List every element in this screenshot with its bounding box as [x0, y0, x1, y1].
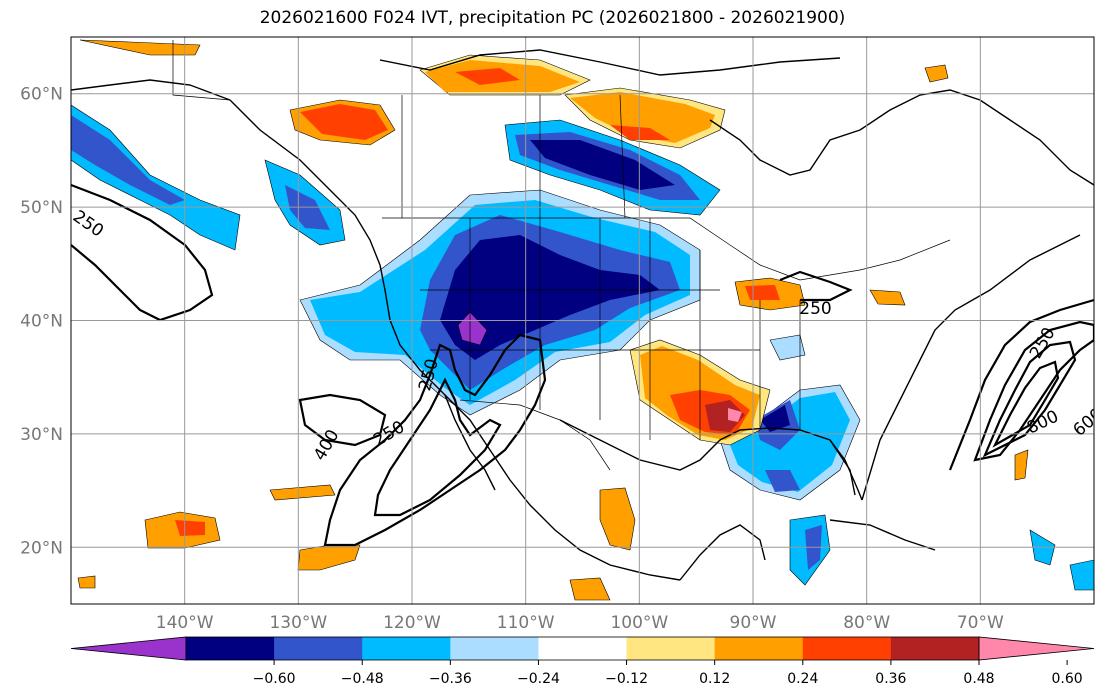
yucatan	[679, 524, 766, 581]
fill-southeast-dark	[760, 405, 790, 432]
fill-pacific-south-red	[175, 520, 205, 536]
fill-gulf-mid	[765, 470, 800, 492]
colorbar-segment	[450, 637, 539, 660]
alaska-south	[71, 79, 231, 101]
colorbar-segment	[538, 637, 628, 660]
fill-mexico-south	[569, 577, 611, 601]
ivt-250-pacific	[71, 183, 214, 322]
hudson-bay	[709, 119, 861, 176]
fill-southeast-cyan	[730, 392, 850, 492]
precip-negative-fills	[71, 104, 1094, 591]
colorbar-tick-label: −0.60	[253, 671, 296, 687]
colorbar-tick-label: −0.12	[605, 671, 648, 687]
lon-label: 110°W	[497, 613, 555, 633]
fill-great-lakes	[769, 334, 806, 361]
east-coast	[861, 234, 1081, 501]
ivt-contours	[71, 183, 1094, 547]
west-coast	[229, 99, 681, 581]
fill-texas-gulf-pink	[728, 408, 742, 422]
fill-east-corner	[1069, 559, 1094, 591]
fill-mid-pacific	[269, 484, 336, 501]
fill-hudson-orange	[570, 92, 715, 143]
colorbar-segment	[890, 637, 980, 660]
fill-pacific-nw-inner	[71, 115, 185, 205]
colorbar	[70, 636, 1095, 661]
fill-texas-gulf-dark	[705, 400, 745, 432]
us-mexico-border	[459, 399, 611, 471]
baja-coast	[444, 394, 496, 491]
latitude-labels: 60°N 50°N 40°N 30°N 20°N	[20, 85, 63, 559]
fill-canada-north-red	[455, 68, 520, 85]
us-canada-border	[382, 217, 951, 281]
fill-canada-band-dark	[530, 140, 675, 190]
colorbar-tick-label: 0.48	[963, 671, 994, 687]
fill-west-dark	[440, 235, 660, 360]
cuba	[829, 519, 936, 551]
florida	[829, 439, 863, 501]
colorbar-segment	[626, 637, 716, 660]
gridlines	[71, 37, 1094, 604]
fill-labrador	[924, 64, 949, 83]
lon-label: 80°W	[843, 613, 890, 633]
colorbar-tick-label: 0.12	[699, 671, 730, 687]
colorbar-tick-label: −0.24	[517, 671, 560, 687]
colorbar-frame	[185, 636, 980, 661]
map-title: 2026021600 F024 IVT, precipitation PC (2…	[259, 8, 846, 28]
fill-pacific-nw	[71, 104, 241, 251]
ivt-400-atlantic	[973, 320, 1094, 462]
alaska-border	[172, 40, 231, 101]
lat-label: 60°N	[20, 85, 63, 105]
lon-label: 120°W	[383, 613, 441, 633]
fill-hudson-red	[610, 125, 670, 140]
colorbar-segment	[362, 637, 451, 660]
fill-mexico	[599, 487, 636, 551]
lon-label: 130°W	[269, 613, 327, 633]
fill-hawaii-w	[77, 575, 96, 589]
ivt-250-greatlakes	[779, 270, 853, 302]
lon-label: 90°W	[730, 613, 777, 633]
lat-label: 20°N	[20, 538, 63, 558]
colorbar-tick-label: 0.24	[787, 671, 818, 687]
colorbar-segment	[714, 637, 804, 660]
colorbar-ticks: −0.60 −0.48 −0.36 −0.24 −0.12 0.12 0.24 0.36 0.4…	[253, 660, 1083, 687]
lon-label: 100°W	[610, 613, 668, 633]
ivt-contour-label: 250	[799, 299, 831, 319]
colorbar-tick-label: 0.36	[875, 671, 906, 687]
fill-ohio-red	[745, 285, 780, 300]
borders	[172, 40, 951, 471]
fill-ne-atlantic	[869, 289, 906, 306]
ivt-250-atlantic	[948, 298, 1094, 471]
lat-label: 30°N	[20, 425, 63, 445]
longitude-labels: 140°W 130°W 120°W 110°W 100°W 90°W 80°W 70°W	[156, 613, 1004, 633]
colorbar-tick-label: 0.60	[1052, 671, 1083, 687]
lon-label: 140°W	[156, 613, 214, 633]
colorbar-extend-high	[978, 636, 1095, 661]
colorbar-tick-label: −0.36	[429, 671, 472, 687]
fill-atlantic-ne	[1014, 449, 1029, 481]
map-frame	[70, 36, 1095, 605]
colorbar-extend-low	[70, 636, 187, 661]
colorbar-segment	[274, 637, 363, 660]
fill-nw-corner	[79, 39, 201, 56]
fill-alaska-se-red	[300, 104, 388, 140]
coastlines	[71, 49, 1094, 581]
colorbar-segment	[186, 637, 275, 660]
ivt-800-atlantic	[992, 360, 1060, 448]
arctic-coast	[379, 49, 841, 76]
ivt-600-atlantic	[982, 340, 1077, 458]
ivt-250-ocean-loop	[298, 393, 387, 447]
lat-label: 40°N	[20, 312, 63, 332]
colorbar-tick-label: −0.48	[341, 671, 384, 687]
canada-prov-3	[619, 94, 626, 219]
colorbar-segment	[802, 637, 892, 660]
ivt-250-baja-west	[323, 333, 547, 547]
lon-label: 70°W	[957, 613, 1004, 633]
lat-label: 50°N	[20, 198, 63, 218]
ivt-400-baja	[373, 377, 502, 517]
